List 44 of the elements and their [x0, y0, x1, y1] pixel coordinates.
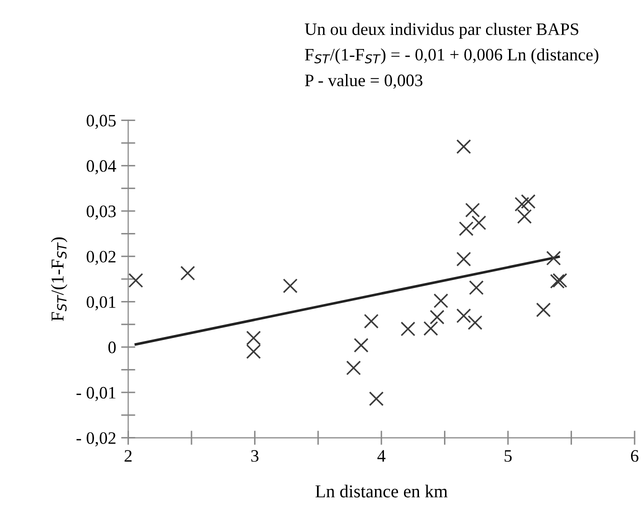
point — [246, 330, 261, 346]
text: P - value = 0,003 — [304, 74, 422, 89]
text: F$_{ST}$/(1-F$_{ST}$) = - 0,01 + 0,006 Ln (distance) — [304, 48, 598, 64]
y-tick-label: - 0,02 — [76, 432, 116, 446]
point — [456, 308, 472, 324]
point — [128, 273, 144, 288]
y-tick-label: 0 — [108, 342, 116, 354]
point — [246, 344, 261, 359]
point — [346, 360, 361, 376]
point — [472, 215, 486, 230]
point — [368, 391, 384, 406]
x-tick-label: 6 — [630, 450, 638, 462]
point — [465, 202, 480, 218]
point — [434, 293, 448, 308]
point — [456, 139, 472, 154]
y-tick-label: - 0,01 — [76, 386, 116, 402]
point — [468, 315, 482, 330]
x-tick-label: 5 — [504, 450, 512, 462]
point — [354, 338, 368, 353]
y-axis-title: F$_{ST}$/(1-F$_{ST}$) — [50, 237, 68, 322]
y-tick-label: 0,02 — [86, 250, 116, 266]
point — [364, 314, 379, 329]
point — [514, 196, 530, 212]
point — [400, 322, 416, 336]
y-tick-label: 0,03 — [86, 205, 116, 220]
point — [517, 209, 532, 224]
x-tick-label: 3 — [251, 450, 258, 462]
point — [468, 280, 484, 296]
chart-title: Un ou deux individus par cluster BAPS — [304, 22, 578, 39]
point — [536, 302, 551, 318]
point — [282, 278, 298, 294]
point — [180, 266, 196, 280]
x-tick-label: 2 — [124, 450, 132, 462]
point — [456, 252, 472, 266]
point — [546, 250, 561, 266]
point — [423, 321, 438, 336]
x-axis-title: Ln distance en km — [315, 484, 448, 498]
point — [430, 310, 444, 324]
point — [458, 221, 474, 236]
y-tick-label: 0,04 — [86, 160, 116, 174]
x-tick-label: 4 — [377, 450, 386, 462]
point — [520, 194, 536, 209]
y-tick-label: 0,05 — [86, 114, 116, 130]
y-tick-label: 0,01 — [86, 296, 116, 310]
